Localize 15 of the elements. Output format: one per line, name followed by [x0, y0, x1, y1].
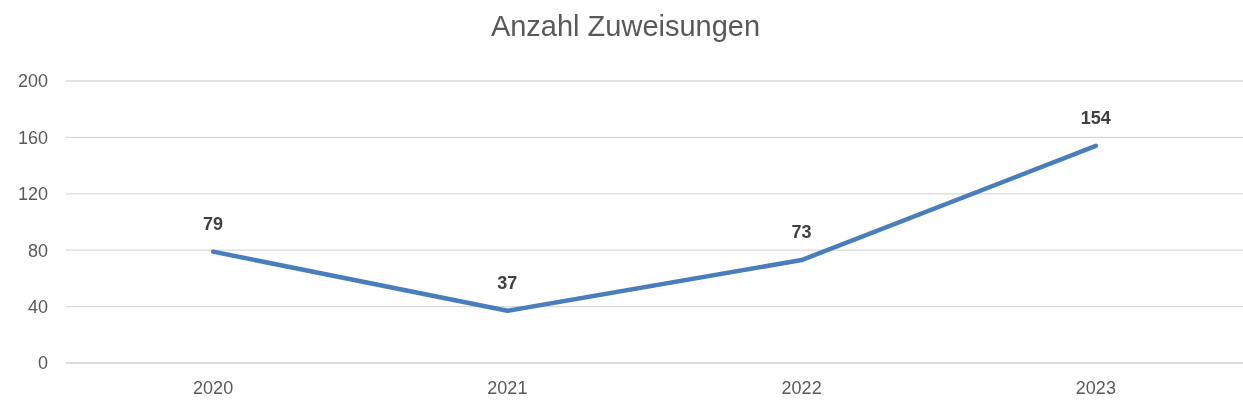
y-tick-label: 200 — [17, 71, 48, 92]
y-tick-label: 0 — [37, 353, 48, 374]
x-tick-label: 2022 — [781, 377, 822, 398]
x-tick-label: 2020 — [193, 377, 234, 398]
x-tick-label: 2023 — [1075, 377, 1116, 398]
y-tick-label: 160 — [17, 127, 48, 148]
y-tick-label: 80 — [27, 240, 48, 261]
x-tick-label: 2021 — [487, 377, 528, 398]
data-label: 73 — [791, 222, 812, 243]
data-label: 154 — [1080, 107, 1111, 128]
data-label: 79 — [203, 213, 224, 234]
chart-title: Anzahl Zuweisungen — [489, 9, 762, 44]
y-tick-label: 40 — [27, 296, 48, 317]
data-label: 37 — [497, 272, 518, 293]
y-tick-label: 120 — [17, 184, 48, 205]
